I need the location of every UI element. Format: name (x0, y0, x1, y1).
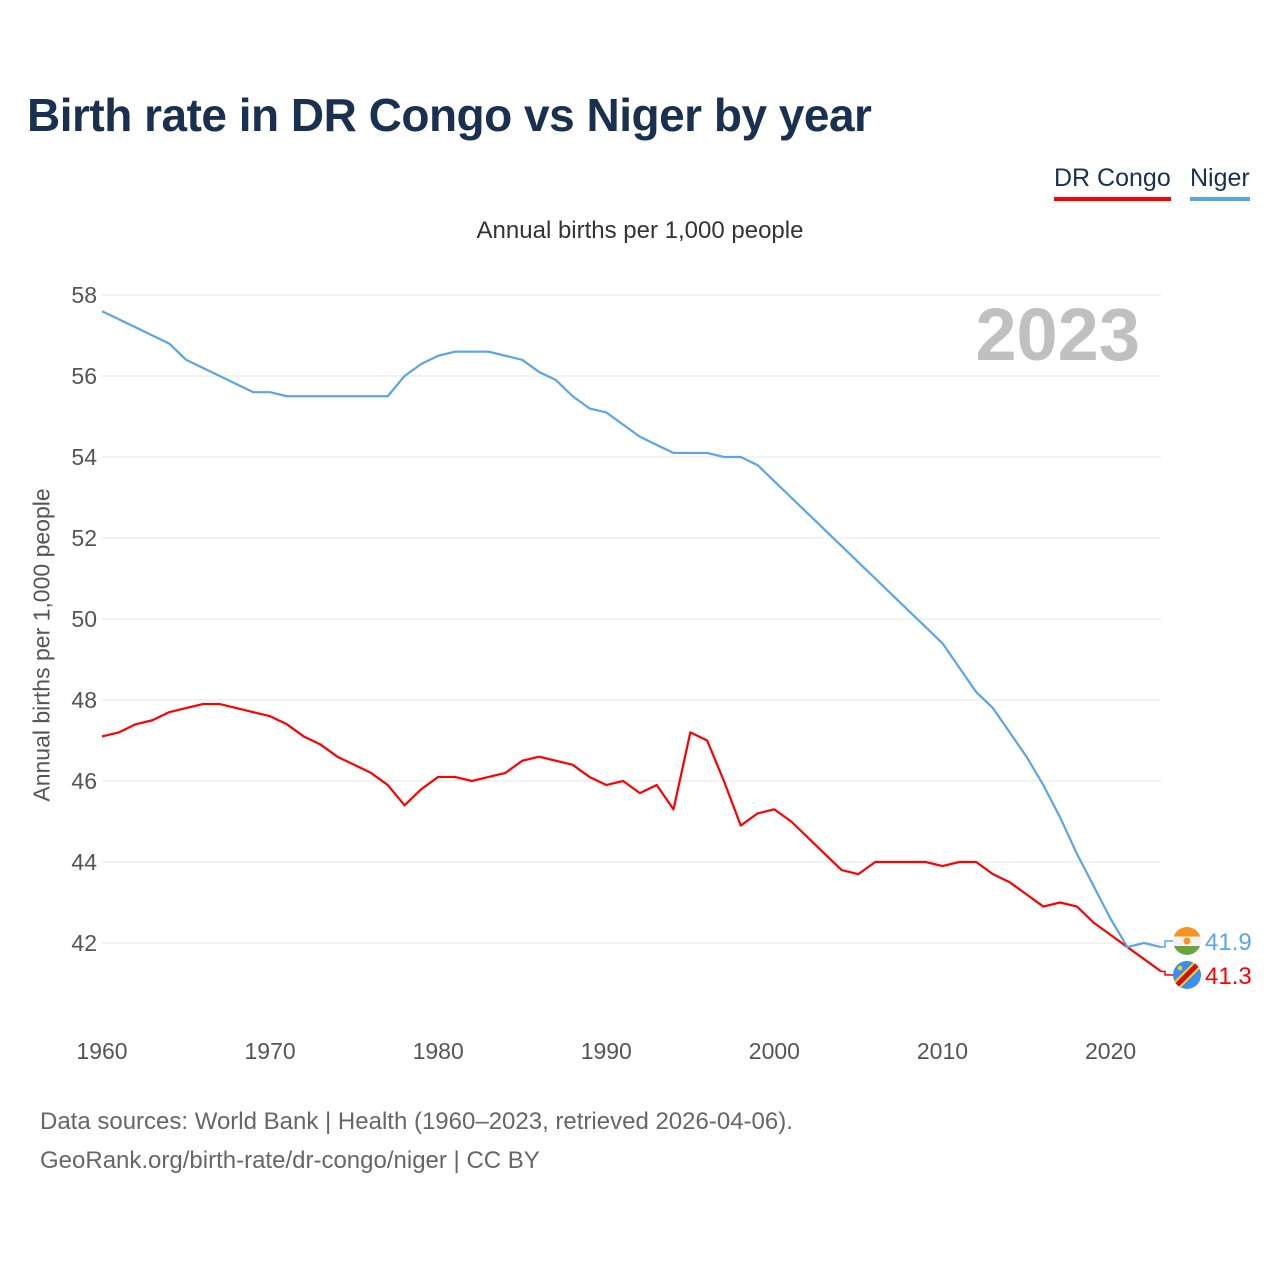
dr-congo-flag-icon (1173, 961, 1201, 989)
year-badge: 2023 (975, 293, 1140, 376)
chart-subtitle: Annual births per 1,000 people (476, 217, 804, 244)
y-tick-label: 58 (71, 282, 97, 308)
flag-star (1177, 965, 1183, 971)
flag-body (1173, 961, 1201, 989)
end-connector (1161, 970, 1173, 976)
chart-title: Birth rate in DR Congo vs Niger by year (27, 89, 872, 141)
y-tick-label: 46 (71, 768, 97, 794)
y-tick-label: 54 (71, 444, 97, 470)
x-tick-label: 2020 (1085, 1038, 1136, 1064)
flag-sun (1183, 937, 1191, 945)
niger-flag-icon (1173, 927, 1201, 955)
end-connector (1161, 940, 1173, 948)
flag-body (1173, 927, 1201, 955)
legend-dr-congo[interactable]: DR Congo (1054, 164, 1171, 201)
x-tick-label: 1990 (581, 1038, 632, 1064)
x-tick-label: 2010 (917, 1038, 968, 1064)
end-value-label: 41.9 (1205, 929, 1252, 956)
x-tick-label: 2000 (749, 1038, 800, 1064)
x-tick-label: 1970 (245, 1038, 296, 1064)
y-tick-label: 52 (71, 525, 97, 551)
series-line-dr-congo (101, 702, 1162, 973)
legend-niger[interactable]: Niger (1190, 164, 1250, 201)
y-tick-label: 44 (71, 849, 97, 875)
y-tick-label: 56 (71, 363, 97, 389)
end-value-label: 41.3 (1205, 963, 1252, 990)
x-tick-label: 1980 (413, 1038, 464, 1064)
y-tick-label: 50 (71, 606, 97, 632)
source-note: Data sources: World Bank | Health (1960–… (40, 1108, 793, 1135)
y-tick-label: 48 (71, 687, 97, 713)
flag-stripe (1173, 927, 1201, 937)
x-tick-label: 1960 (76, 1038, 127, 1064)
series-line-niger (101, 310, 1162, 949)
y-tick-label: 42 (71, 930, 97, 956)
source-url: GeoRank.org/birth-rate/dr-congo/niger | … (40, 1147, 540, 1174)
flag-stripe (1173, 946, 1201, 955)
